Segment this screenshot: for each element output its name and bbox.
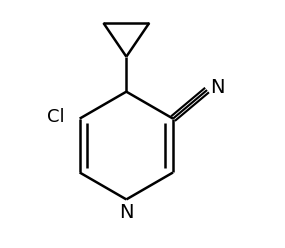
Text: N: N xyxy=(119,203,134,222)
Text: Cl: Cl xyxy=(47,108,64,126)
Text: N: N xyxy=(211,78,225,97)
